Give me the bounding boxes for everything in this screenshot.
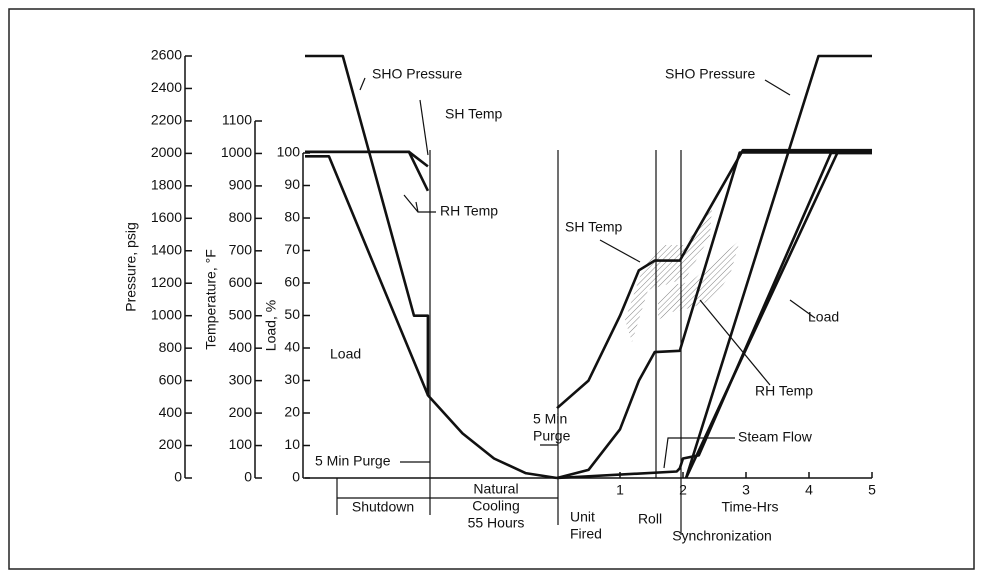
y-tick-label: 90 — [284, 176, 300, 192]
annotation: Unit — [570, 509, 595, 525]
y-tick-label: 1600 — [151, 209, 182, 225]
y-tick-label: 400 — [159, 404, 183, 420]
y-tick-label: 100 — [277, 144, 301, 160]
annotation: Natural — [473, 481, 518, 497]
leader-line — [599, 239, 641, 263]
y-tick-label: 400 — [229, 339, 253, 355]
y-tick-label: 0 — [292, 469, 300, 485]
y-tick-label: 0 — [244, 469, 252, 485]
y-tick-label: 40 — [284, 339, 300, 355]
annotation: Purge — [533, 428, 571, 444]
series-label: Steam Flow — [738, 429, 813, 445]
series-line — [556, 151, 872, 480]
x-tick-label: 2 — [679, 482, 687, 498]
series-label: Load — [330, 346, 361, 362]
leader-line — [415, 201, 419, 213]
annotation: Shutdown — [352, 499, 414, 515]
x-tick-label: 5 — [868, 482, 876, 498]
annotation: 5 Min — [533, 411, 567, 427]
y-tick-label: 30 — [284, 371, 300, 387]
rh-temp-band — [658, 240, 740, 320]
y-tick-label: 1200 — [151, 274, 182, 290]
leader-line — [663, 437, 735, 469]
leader-line — [699, 299, 771, 386]
y-tick-label: 2400 — [151, 79, 182, 95]
y-tick-label: 2200 — [151, 112, 182, 128]
y-axis-label: Load, % — [263, 300, 279, 351]
y-tick-label: 800 — [229, 209, 253, 225]
series-label: SH Temp — [445, 106, 503, 122]
y-tick-label: 1400 — [151, 241, 182, 257]
y-tick-label: 50 — [284, 306, 300, 322]
y-tick-label: 600 — [229, 274, 253, 290]
x-tick-label: 4 — [805, 482, 813, 498]
y-tick-label: 2600 — [151, 47, 182, 63]
annotation: SH Temp — [565, 219, 623, 235]
y-tick-label: 80 — [284, 209, 300, 225]
leader-line — [789, 299, 816, 319]
annotation: 5 Min Purge — [315, 453, 391, 469]
y-tick-label: 1100 — [222, 112, 252, 128]
y-axis-label: Pressure, psig — [123, 222, 139, 311]
annotation: 55 Hours — [468, 515, 525, 531]
x-axis-label: Time-Hrs — [721, 499, 778, 515]
y-tick-label: 200 — [159, 436, 183, 452]
leader-line — [359, 77, 366, 91]
y-tick-label: 0 — [174, 469, 182, 485]
y-tick-label: 1000 — [151, 306, 182, 322]
y-tick-label: 1800 — [151, 177, 182, 193]
y-tick-label: 100 — [229, 436, 253, 452]
y-tick-label: 300 — [229, 371, 253, 387]
y-tick-label: 700 — [229, 242, 253, 258]
series-label: RH Temp — [440, 203, 498, 219]
series-line — [305, 148, 872, 410]
leader-line — [403, 194, 436, 213]
series-label: SHO Pressure — [372, 66, 462, 82]
leader-line — [419, 99, 429, 156]
y-tick-label: 1000 — [221, 144, 252, 160]
y-tick-label: 200 — [229, 404, 253, 420]
annotation: Cooling — [472, 498, 519, 514]
leader-line — [764, 79, 791, 96]
y-axis-label: Temperature, °F — [203, 249, 219, 350]
annotation: SHO Pressure — [665, 66, 755, 82]
y-tick-label: 800 — [159, 339, 183, 355]
y-tick-label: 60 — [284, 274, 300, 290]
annotation: RH Temp — [755, 383, 813, 399]
x-tick-label: 1 — [616, 482, 624, 498]
x-tick-label: 3 — [742, 482, 750, 498]
y-tick-label: 600 — [159, 371, 183, 387]
y-tick-label: 900 — [229, 177, 253, 193]
annotation: Fired — [570, 526, 602, 542]
y-tick-label: 10 — [284, 436, 300, 452]
series-line — [305, 150, 872, 480]
y-tick-label: 20 — [284, 404, 300, 420]
y-tick-label: 70 — [284, 241, 300, 257]
annotation: Synchronization — [672, 528, 772, 544]
y-tick-label: 500 — [229, 306, 253, 322]
series-line — [305, 54, 872, 480]
annotation: Roll — [638, 511, 662, 527]
frame — [8, 8, 975, 570]
y-tick-label: 2000 — [151, 144, 182, 160]
annotation: Load — [808, 309, 839, 325]
